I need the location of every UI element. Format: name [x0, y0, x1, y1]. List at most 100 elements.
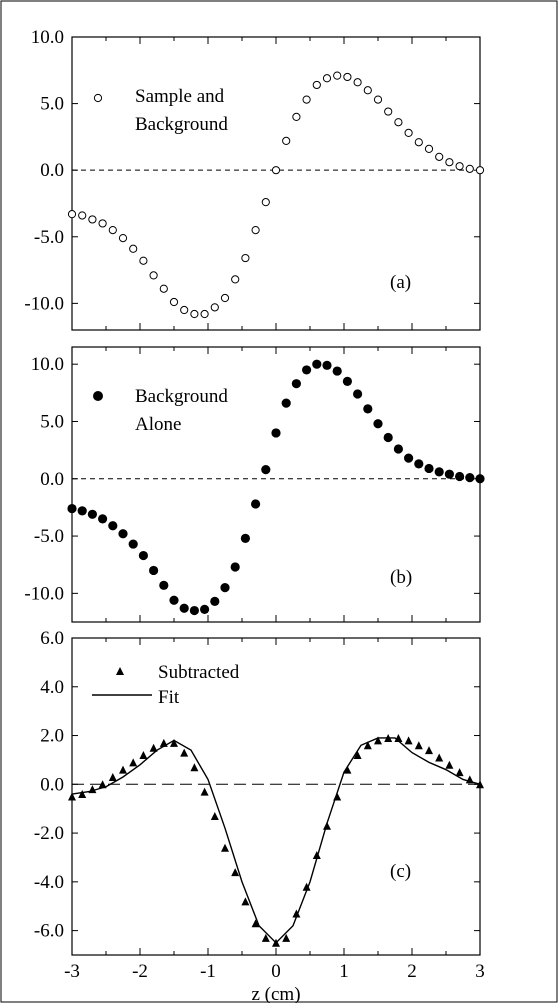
data-point [190, 763, 199, 772]
data-point [404, 736, 413, 745]
data-point [78, 790, 87, 799]
data-point [475, 166, 485, 175]
data-point [200, 787, 209, 796]
data-point [231, 868, 240, 877]
panel-tag: (c) [390, 861, 411, 882]
panel-c: 6.0 4.0 2.0 0.0 -2.0 -4.0 -6.0-3 -2 -1 0 1 2 3 z (cm)… [34, 628, 485, 1003]
data-point [322, 360, 332, 370]
data-point [465, 473, 475, 483]
data-point [241, 897, 250, 906]
data-point [292, 112, 301, 122]
panel-a: 10.0 5.0 0.0 -5.0 -10.0 Sample and Background (… [24, 27, 485, 331]
data-point [251, 226, 260, 235]
data-point [108, 521, 118, 531]
data-point [200, 604, 210, 614]
data-point [139, 256, 148, 265]
data-point [220, 583, 230, 593]
data-point [343, 72, 352, 82]
data-point [322, 74, 332, 83]
data-point [200, 309, 209, 319]
data-point [261, 933, 270, 942]
data-point [118, 234, 128, 243]
data-point [353, 751, 362, 760]
legend-marker-triangle [116, 667, 124, 675]
legend-label: Subtracted [158, 662, 240, 683]
y-tick-label: 6.0 [40, 628, 64, 649]
legend-label: Background [135, 386, 228, 407]
data-point [261, 465, 271, 475]
panel-b: 10.0 5.0 0.0 -5.0 -10.0 Background Alone (b) [24, 346, 485, 623]
data-point [98, 780, 107, 789]
data-point [180, 748, 189, 757]
data-point [414, 459, 424, 469]
data-point [333, 71, 342, 80]
y-tick-label: 0.0 [40, 160, 64, 181]
y-tick-label: -10.0 [24, 293, 64, 314]
y-tick-label: -4.0 [34, 872, 64, 893]
data-point [240, 533, 250, 543]
y-tick-label: -10.0 [24, 583, 64, 604]
data-point [383, 432, 393, 443]
data-point [241, 253, 250, 263]
x-axis-title: z (cm) [251, 984, 300, 1003]
data-point [393, 444, 403, 454]
data-point [128, 539, 138, 549]
legend-label: Background [135, 114, 228, 135]
fit-curve [71, 737, 481, 944]
data-point [424, 463, 434, 474]
x-tick-label: -2 [132, 961, 148, 982]
data-point [353, 389, 363, 399]
x-tick-label: 0 [271, 961, 281, 982]
data-point [332, 366, 342, 376]
data-point [231, 275, 240, 284]
data-point [129, 758, 138, 767]
y-tick-label: 0.0 [40, 469, 64, 490]
y-tick-label: 0.0 [40, 774, 64, 795]
legend-label: Alone [135, 414, 181, 435]
data-point [149, 743, 158, 752]
y-tick-label: -6.0 [34, 921, 64, 942]
data-point [445, 158, 454, 167]
panel-tag: (b) [390, 567, 412, 588]
y-tick-label: 2.0 [40, 726, 64, 747]
data-point [189, 605, 199, 616]
data-point [342, 376, 352, 386]
x-tick-label: 2 [407, 961, 417, 982]
data-point [108, 226, 117, 235]
data-point [210, 812, 219, 821]
data-point [435, 753, 444, 762]
y-tick-label: 4.0 [40, 677, 64, 698]
data-point [67, 503, 77, 514]
legend-label: Fit [158, 687, 180, 708]
data-point [77, 506, 87, 516]
data-point [149, 565, 159, 576]
data-point [169, 595, 179, 605]
plot-frame [71, 637, 481, 956]
y-tick-label: 10.0 [31, 27, 64, 48]
data-point [159, 284, 168, 293]
y-tick-label: 5.0 [40, 411, 64, 432]
data-point [394, 118, 403, 127]
data-point [210, 303, 219, 312]
data-point [353, 78, 362, 87]
data-point [139, 751, 148, 760]
data-point [404, 453, 414, 463]
data-point [343, 765, 352, 774]
data-point [78, 211, 87, 220]
data-point [444, 469, 454, 479]
data-point [87, 509, 97, 519]
y-tick-label: -5.0 [34, 227, 64, 248]
data-point [98, 219, 107, 228]
data-point [373, 95, 383, 104]
data-point [312, 80, 321, 90]
data-point [363, 86, 372, 95]
data-point [291, 379, 301, 389]
y-tick-label: -5.0 [34, 526, 64, 547]
y-tick-label: -2.0 [34, 823, 64, 844]
data-point [98, 514, 108, 524]
data-point [138, 550, 148, 561]
data-point [108, 772, 117, 781]
